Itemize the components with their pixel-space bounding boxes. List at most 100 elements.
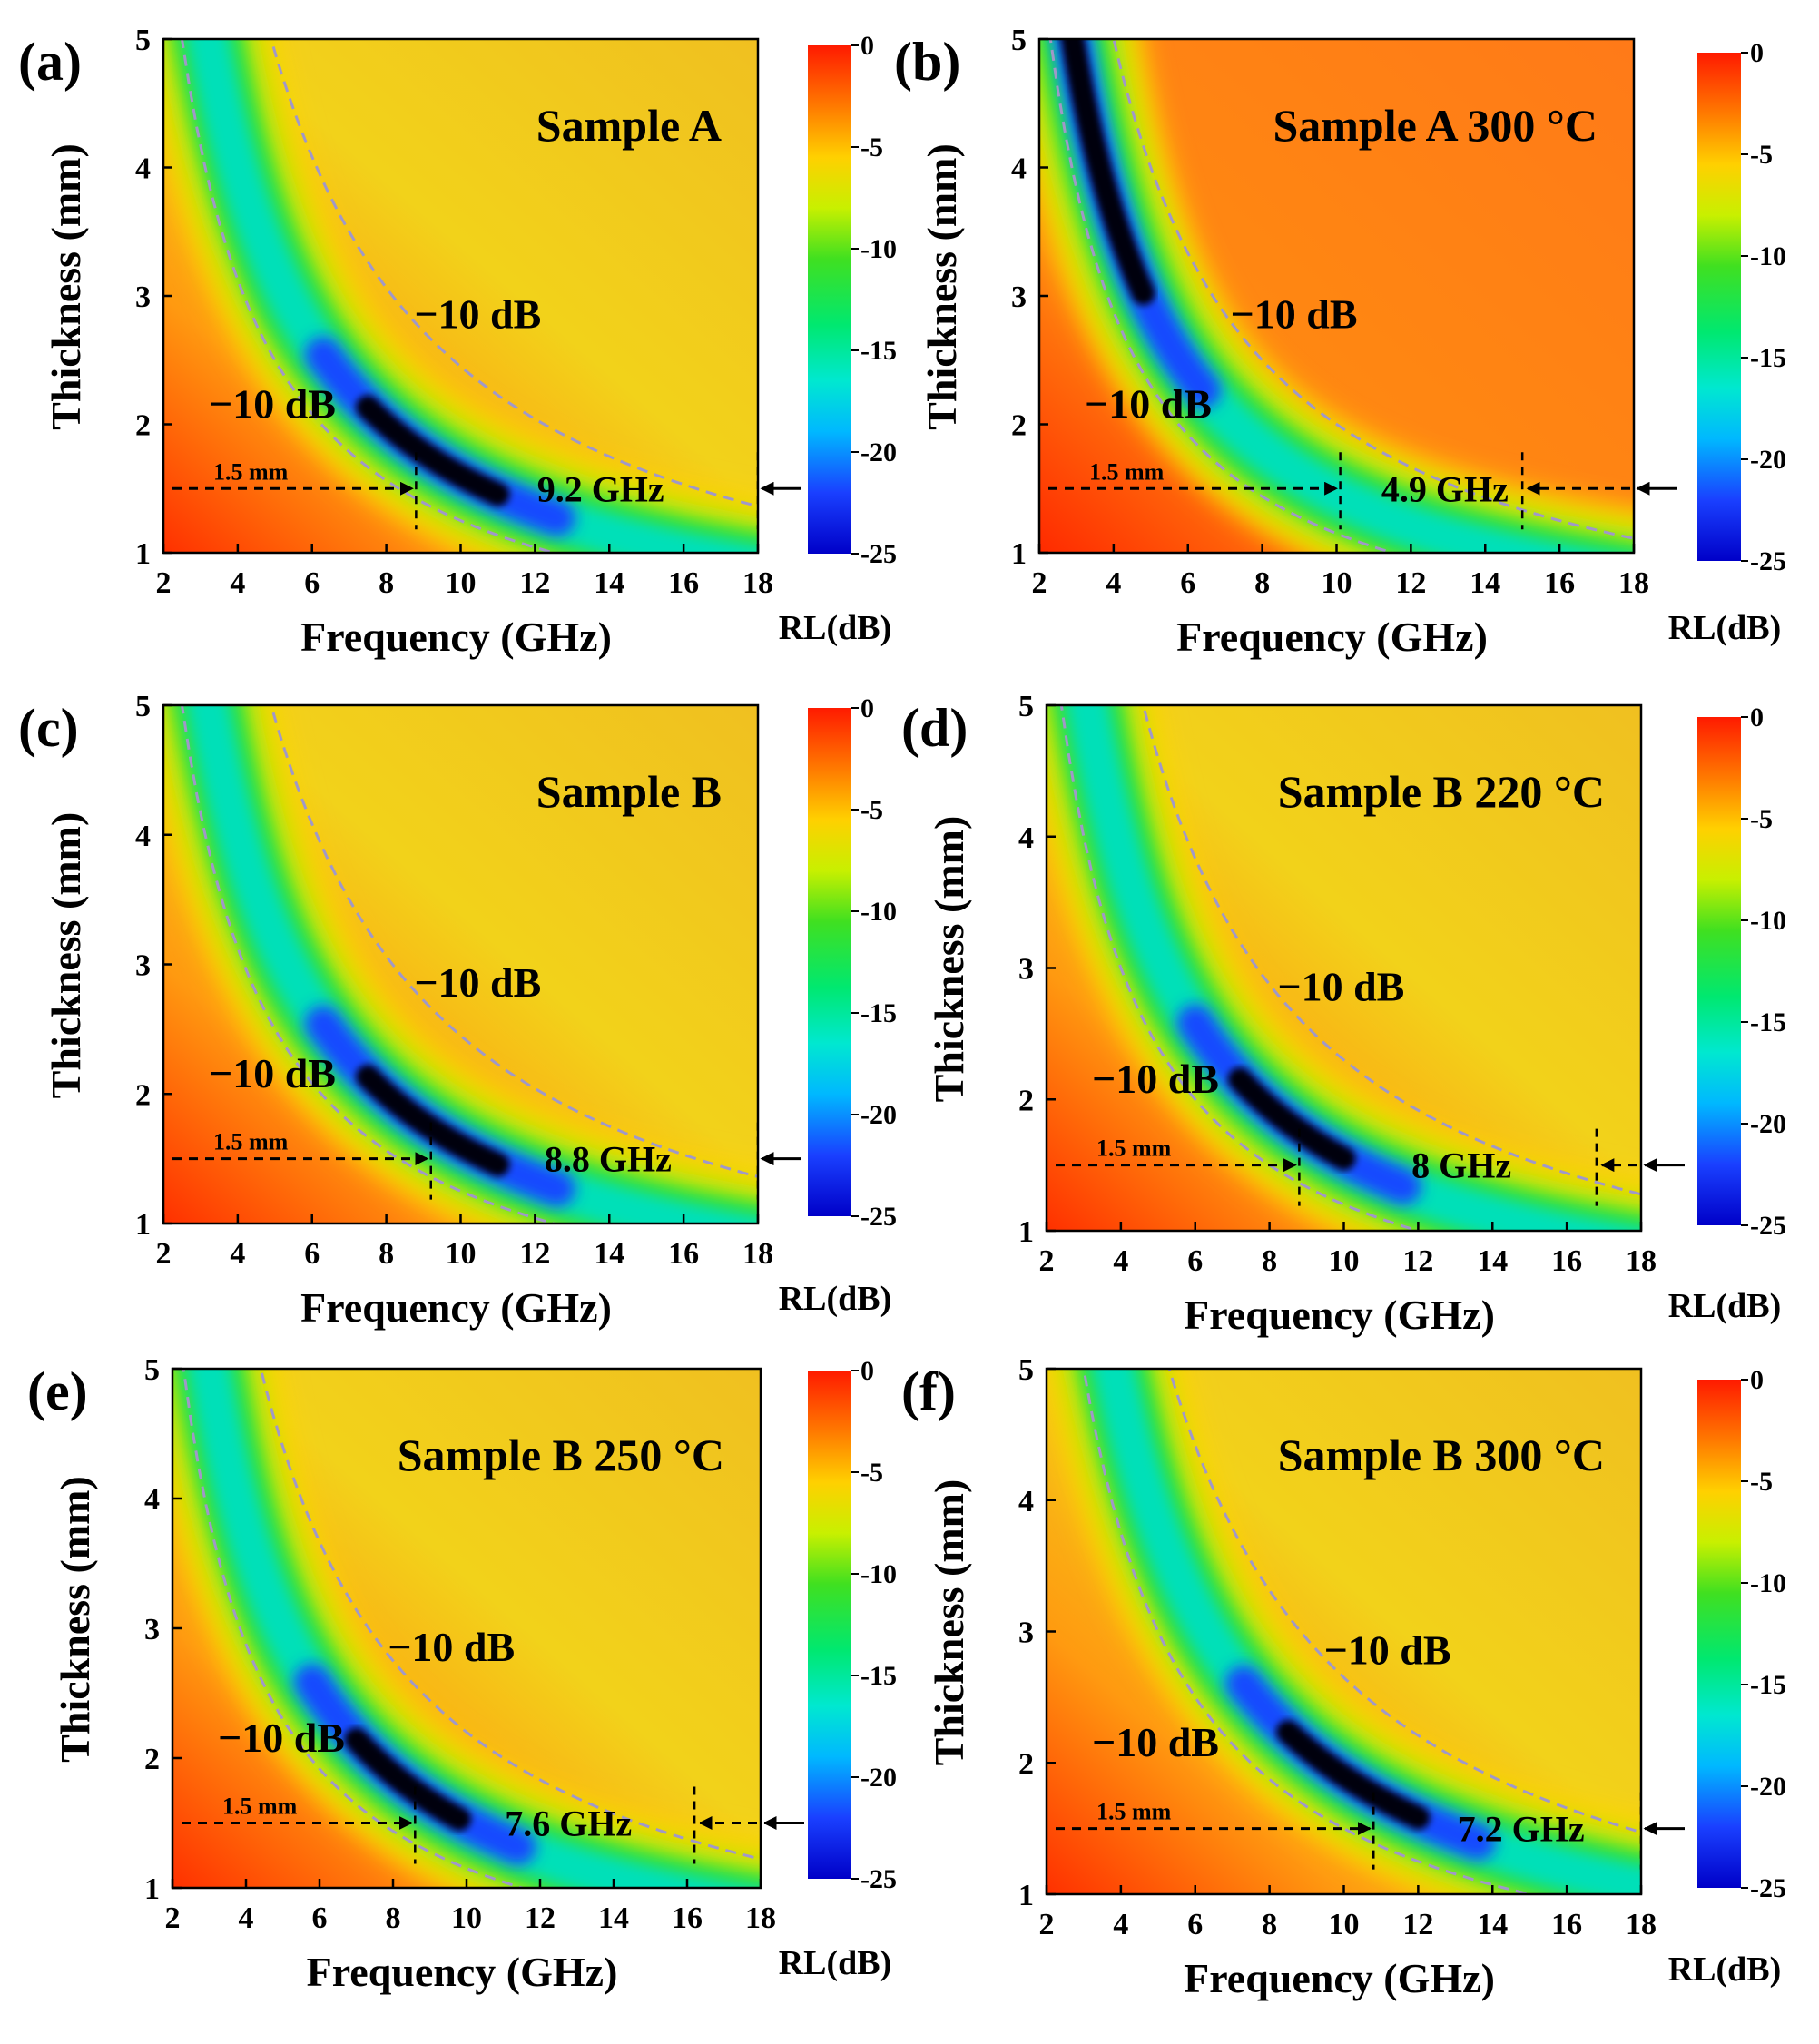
x-tick-label: 8	[379, 1237, 394, 1271]
y-tick-label: 2	[135, 409, 151, 443]
x-tick-label: 4	[230, 566, 245, 600]
eab-label: 8 GHz	[1411, 1145, 1511, 1186]
thickness-label: 1.5 mm	[1096, 1799, 1172, 1825]
y-tick-label: 2	[135, 1078, 151, 1112]
contour-label-left: −10 dB	[209, 1050, 336, 1096]
panel-letter: (a)	[18, 32, 82, 92]
colorbar	[1697, 1380, 1741, 1888]
contour-line-upper	[1167, 1369, 1641, 1834]
x-tick-label: 2	[1032, 566, 1047, 600]
colorbar-tick-label: 0	[860, 693, 874, 723]
x-tick-label: 2	[156, 566, 172, 600]
panel-letter: (e)	[27, 1361, 88, 1421]
colorbar-tick-label: -15	[860, 1661, 897, 1691]
y-tick-label: 5	[144, 1353, 160, 1387]
colorbar	[808, 1371, 851, 1879]
x-tick-label: 4	[1113, 1908, 1128, 1941]
thickness-label: 1.5 mm	[1096, 1135, 1172, 1162]
thickness-label: 1.5 mm	[1089, 458, 1165, 485]
x-tick-label: 6	[312, 1902, 328, 1935]
contour-label-left: −10 dB	[1092, 1056, 1219, 1102]
x-tick-label: 14	[598, 1902, 629, 1935]
x-tick-label: 12	[519, 1237, 550, 1271]
y-tick-label: 3	[1018, 953, 1034, 987]
x-axis-title: Frequency (GHz)	[1184, 1955, 1495, 2001]
contour-label-left: −10 dB	[209, 380, 336, 427]
x-tick-label: 2	[1039, 1244, 1055, 1278]
contour-line-lower	[182, 1369, 527, 1888]
colorbar-tick-label: -20	[1750, 1772, 1786, 1802]
contour-line-upper	[259, 1369, 761, 1861]
x-tick-label: 10	[1329, 1244, 1360, 1278]
contour-line-lower	[1082, 1369, 1536, 1894]
x-tick-label: 10	[1322, 566, 1352, 600]
contour-line-lower	[1059, 705, 1423, 1231]
y-tick-label: 4	[135, 152, 151, 186]
eab-label: 9.2 GHz	[537, 468, 664, 509]
x-tick-label: 14	[1477, 1908, 1508, 1941]
x-tick-label: 14	[1477, 1244, 1508, 1278]
y-tick-label: 1	[1018, 1215, 1034, 1249]
colorbar-tick-label: -25	[860, 1864, 897, 1894]
colorbar-tick-label: -10	[860, 897, 897, 927]
x-tick-label: 16	[1544, 566, 1575, 600]
colorbar-tick-label: -5	[860, 1458, 883, 1488]
min-rl-region	[1276, 1720, 1431, 1830]
x-tick-label: 18	[1626, 1908, 1657, 1941]
colorbar-tick-label: -5	[1750, 140, 1773, 170]
colorbar-tick-label: -15	[1750, 343, 1786, 373]
contour-line-upper	[1141, 705, 1641, 1196]
x-axis-title: Frequency (GHz)	[300, 1284, 612, 1331]
min-rl-region	[356, 1065, 510, 1177]
y-tick-label: 3	[1011, 280, 1027, 314]
y-tick-label: 4	[144, 1483, 160, 1517]
contour-label-upper: −10 dB	[388, 1624, 515, 1670]
colorbar	[808, 45, 851, 554]
x-tick-label: 18	[1618, 566, 1649, 600]
y-tick-label: 2	[144, 1743, 160, 1776]
contour-label-left: −10 dB	[218, 1715, 345, 1761]
x-tick-label: 18	[745, 1902, 776, 1935]
panel-letter: (d)	[901, 698, 968, 758]
x-tick-label: 16	[1551, 1908, 1582, 1941]
x-tick-label: 16	[1551, 1244, 1582, 1278]
y-tick-label: 3	[135, 949, 151, 983]
x-tick-label: 10	[446, 1237, 477, 1271]
sample-title: Sample A 300 °C	[1273, 100, 1598, 151]
y-tick-label: 1	[1018, 1879, 1034, 1912]
y-tick-label: 1	[144, 1872, 160, 1906]
x-tick-label: 12	[1402, 1908, 1433, 1941]
colorbar-tick-label: 0	[1750, 703, 1764, 732]
x-tick-label: 10	[451, 1902, 482, 1935]
heatmap-area	[1047, 1369, 1641, 1894]
colorbar-tick-label: -15	[1750, 1670, 1786, 1700]
colorbar-tick-label: -10	[1750, 1568, 1786, 1598]
thickness-label: 1.5 mm	[222, 1793, 298, 1820]
x-tick-label: 18	[1626, 1244, 1657, 1278]
y-tick-label: 5	[135, 690, 151, 723]
x-tick-label: 10	[446, 566, 477, 600]
colorbar-tick-label: -25	[860, 539, 897, 569]
y-tick-label: 4	[1011, 152, 1027, 186]
x-tick-label: 10	[1329, 1908, 1360, 1941]
x-tick-label: 2	[165, 1902, 181, 1935]
heatmap-area	[1047, 705, 1641, 1231]
panel-letter: (f)	[901, 1361, 956, 1421]
y-tick-label: 3	[144, 1613, 160, 1646]
y-tick-label: 2	[1018, 1747, 1034, 1781]
x-tick-label: 4	[230, 1237, 245, 1271]
heatmap-area	[163, 705, 758, 1223]
x-tick-label: 6	[1180, 566, 1195, 600]
thickness-label: 1.5 mm	[213, 458, 289, 485]
colorbar-tick-label: -25	[1750, 1211, 1786, 1241]
x-tick-label: 12	[1402, 1244, 1433, 1278]
x-tick-label: 12	[1395, 566, 1426, 600]
y-tick-label: 3	[135, 280, 151, 314]
